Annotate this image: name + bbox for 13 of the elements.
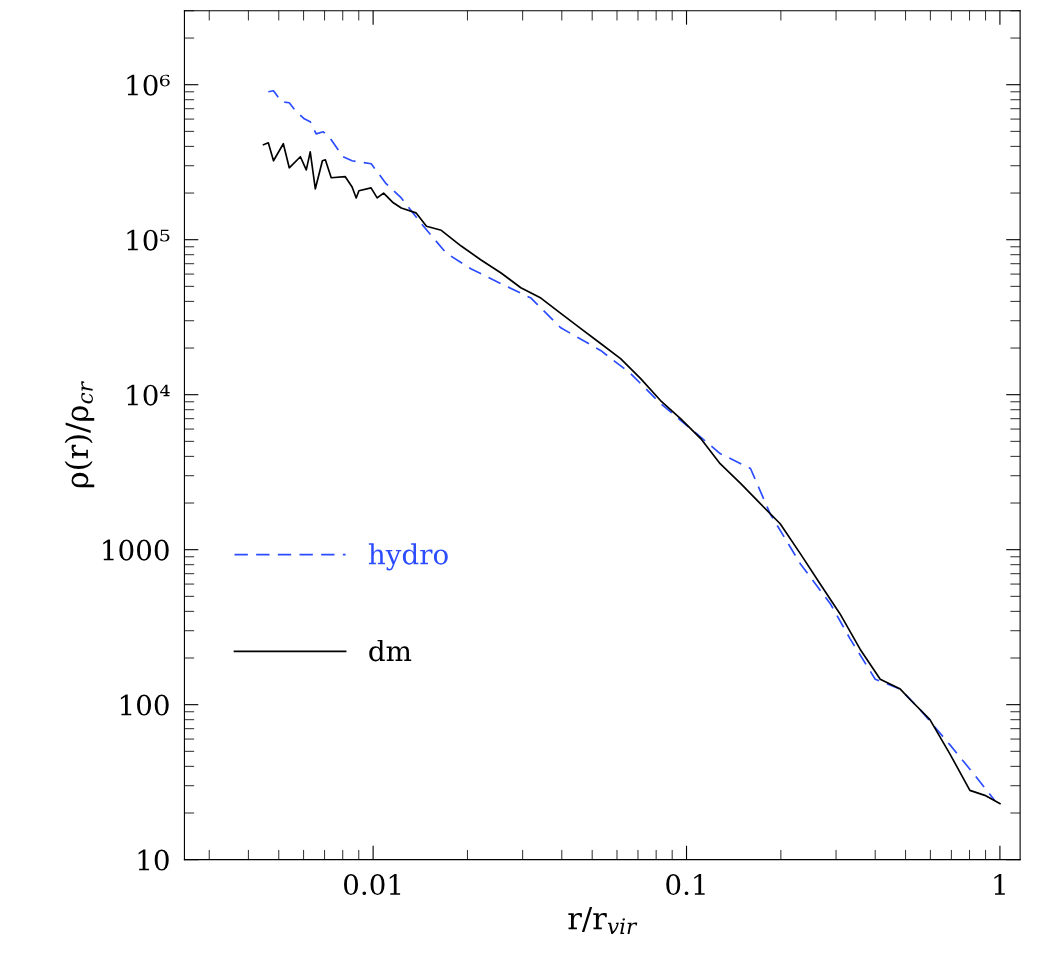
y-tick-label: 100 xyxy=(120,694,169,716)
legend-label: hydro xyxy=(368,543,448,571)
y-tick-label: 10⁶ xyxy=(127,74,170,96)
y-tick-label: 10⁵ xyxy=(127,229,170,251)
y-axis-title: ρ(r)/ρ$_{cr}$ xyxy=(64,381,95,488)
x-tick-label: 0.1 xyxy=(666,874,705,896)
y-tick-label: 10⁴ xyxy=(127,384,170,406)
legend-label: dm xyxy=(369,639,412,662)
x-tick-label: 0.01 xyxy=(344,874,401,896)
x-tick-label: 1 xyxy=(994,874,1005,895)
y-tick-label: 10 xyxy=(138,849,169,871)
x-axis-title: r/r$_{vir}$ xyxy=(568,906,638,934)
y-tick-label: 1000 xyxy=(103,539,169,561)
